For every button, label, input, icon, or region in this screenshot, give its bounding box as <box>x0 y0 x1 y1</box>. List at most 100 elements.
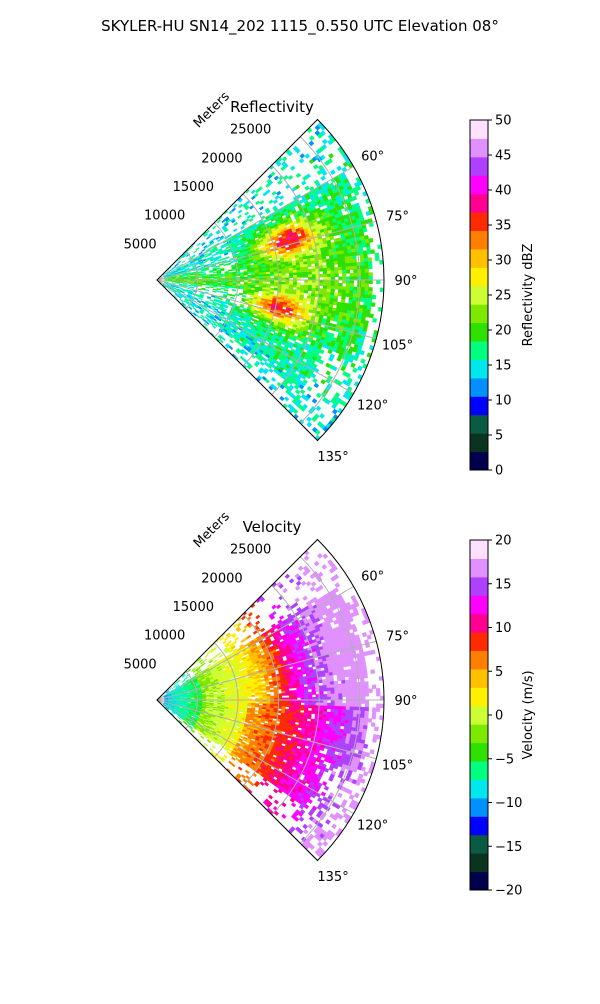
field-bin <box>335 286 339 289</box>
field-bin <box>249 218 253 222</box>
field-bin <box>238 215 242 219</box>
field-bin <box>217 288 221 290</box>
field-bin <box>272 191 277 195</box>
colorbar-segment <box>470 378 488 397</box>
velocity-title: Velocity <box>243 518 302 536</box>
field-bin <box>225 257 229 259</box>
field-bin <box>323 685 327 688</box>
field-bin <box>274 696 278 698</box>
field-bin <box>230 261 234 263</box>
field-bin <box>363 667 367 671</box>
field-bin <box>346 283 350 286</box>
field-bin <box>172 283 176 284</box>
colorbar-tick-label: 35 <box>495 219 512 234</box>
field-bin <box>323 271 327 274</box>
field-bin <box>304 290 308 293</box>
field-bin <box>364 254 368 258</box>
field-bin <box>232 287 236 289</box>
field-bin <box>364 674 368 678</box>
field-bin <box>234 222 238 226</box>
field-bin <box>251 273 255 275</box>
field-bin <box>180 282 184 283</box>
field-bin <box>349 259 353 263</box>
field-bin <box>205 654 209 657</box>
field-bin <box>320 691 324 694</box>
field-bin <box>307 386 312 391</box>
field-bin <box>268 678 272 681</box>
range-tick-label: 5000 <box>124 237 157 252</box>
field-bin <box>327 286 331 289</box>
field-bin <box>285 691 289 694</box>
field-bin <box>305 186 310 191</box>
colorbar-segment <box>470 286 488 305</box>
field-bin <box>352 676 356 680</box>
field-bin <box>349 294 353 298</box>
field-bin <box>338 293 342 297</box>
field-bin <box>365 280 369 284</box>
field-bin <box>341 260 345 264</box>
field-bin <box>187 283 191 284</box>
field-bin <box>297 270 301 273</box>
field-bin <box>335 274 339 277</box>
colorbar-segment <box>470 194 488 213</box>
field-bin <box>371 303 375 307</box>
field-bin <box>361 269 365 273</box>
field-bin <box>244 351 248 355</box>
field-bin <box>221 283 225 284</box>
field-bin <box>259 206 263 210</box>
field-bin <box>334 681 338 685</box>
field-bin <box>261 679 265 682</box>
field-bin <box>350 266 354 270</box>
field-bin <box>345 680 349 684</box>
field-bin <box>285 574 290 579</box>
field-bin <box>350 283 354 287</box>
field-bin <box>187 275 191 276</box>
field-bin <box>196 315 199 318</box>
field-bin <box>369 314 373 318</box>
field-bin <box>243 292 247 294</box>
field-bin <box>180 699 184 700</box>
field-bin <box>368 291 372 295</box>
field-bin <box>338 690 342 693</box>
field-bin <box>335 583 340 588</box>
field-bin <box>330 292 334 295</box>
field-bin <box>251 214 255 218</box>
field-bin <box>295 598 300 603</box>
field-bin <box>191 283 195 284</box>
field-bin <box>225 287 229 289</box>
field-bin <box>217 303 221 306</box>
field-bin <box>362 663 366 667</box>
field-bin <box>368 299 372 303</box>
field-bin <box>218 259 222 261</box>
colorbar-segment <box>470 249 488 268</box>
field-bin <box>311 582 316 587</box>
field-bin <box>280 396 285 401</box>
field-bin <box>297 310 301 313</box>
field-bin <box>365 685 369 689</box>
field-bin <box>217 285 221 286</box>
colorbar-segment <box>470 433 488 452</box>
field-bin <box>300 270 304 273</box>
field-bin <box>363 228 368 233</box>
colorbar-segment <box>470 341 488 360</box>
field-bin <box>213 286 217 288</box>
field-bin <box>297 287 301 290</box>
field-bin <box>327 685 331 688</box>
field-bin <box>365 689 369 693</box>
field-bin <box>296 173 301 178</box>
field-bin <box>369 273 373 277</box>
field-bin <box>239 293 243 295</box>
field-bin <box>247 635 251 639</box>
field-bin <box>339 283 343 286</box>
field-bin <box>213 291 217 293</box>
field-bin <box>222 337 226 341</box>
field-bin <box>305 275 309 278</box>
field-bin <box>255 283 259 285</box>
field-bin <box>304 689 308 692</box>
field-bin <box>210 287 214 288</box>
field-bin <box>187 696 191 697</box>
field-bin <box>289 579 294 584</box>
field-bin <box>335 694 339 697</box>
field-bin <box>293 270 297 273</box>
